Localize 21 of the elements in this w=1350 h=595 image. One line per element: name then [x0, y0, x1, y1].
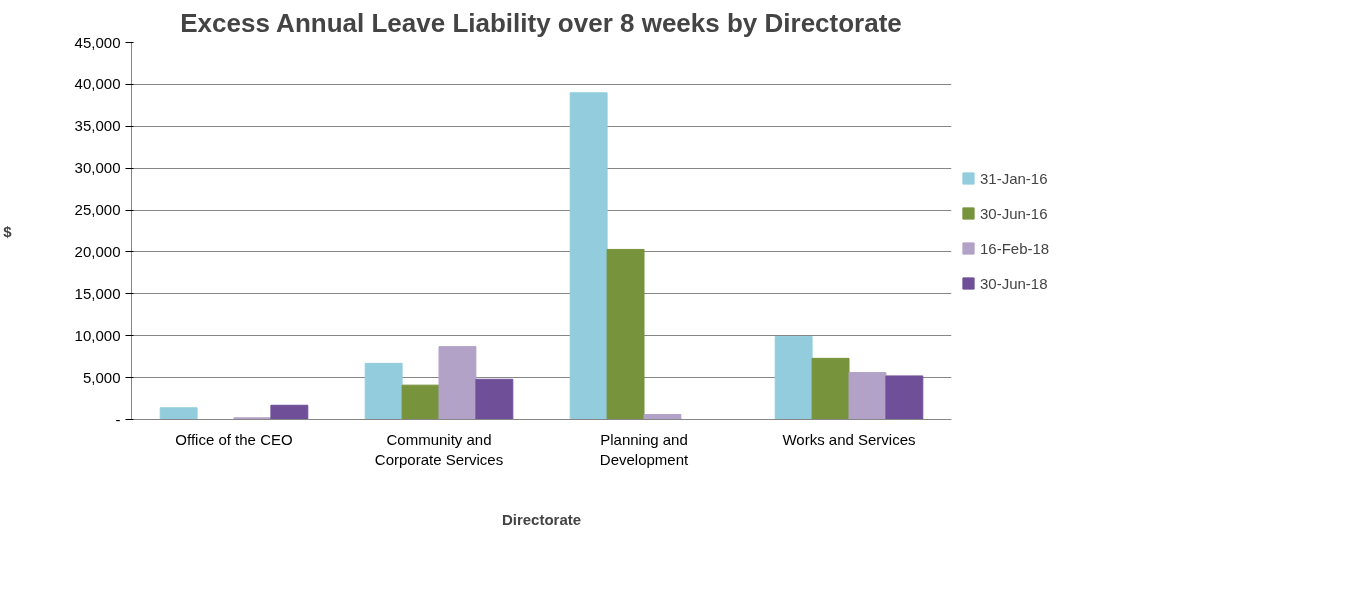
legend-label: 30-Jun-16	[980, 204, 1048, 222]
x-tick-label: Community and Corporate Services	[374, 430, 504, 468]
y-tick-label: 45,000	[74, 33, 121, 51]
y-tick-label: 5,000	[82, 368, 121, 386]
y-tick-label: -	[115, 410, 121, 428]
x-tick-label: Office of the CEO	[175, 430, 293, 448]
x-axis-title: Directorate	[501, 510, 582, 528]
x-tick-label: Planning and Development	[599, 430, 690, 468]
legend-label: 16-Feb-18	[980, 239, 1050, 257]
y-tick-label: 30,000	[74, 159, 121, 177]
chart-title: Excess Annual Leave Liability over 8 weeks by Directorate	[180, 7, 902, 38]
y-tick-label: 25,000	[74, 201, 121, 219]
y-tick-label: 15,000	[74, 284, 121, 302]
x-tick-label: Works and Services	[782, 430, 916, 448]
y-tick-label: 10,000	[74, 326, 121, 344]
y-tick-label: 35,000	[74, 117, 121, 135]
y-axis-title: $	[3, 222, 13, 240]
legend-label: 31-Jan-16	[980, 169, 1048, 187]
y-tick-label: 40,000	[74, 75, 121, 93]
y-tick-label: 20,000	[74, 242, 121, 260]
legend-label: 30-Jun-18	[980, 274, 1048, 292]
